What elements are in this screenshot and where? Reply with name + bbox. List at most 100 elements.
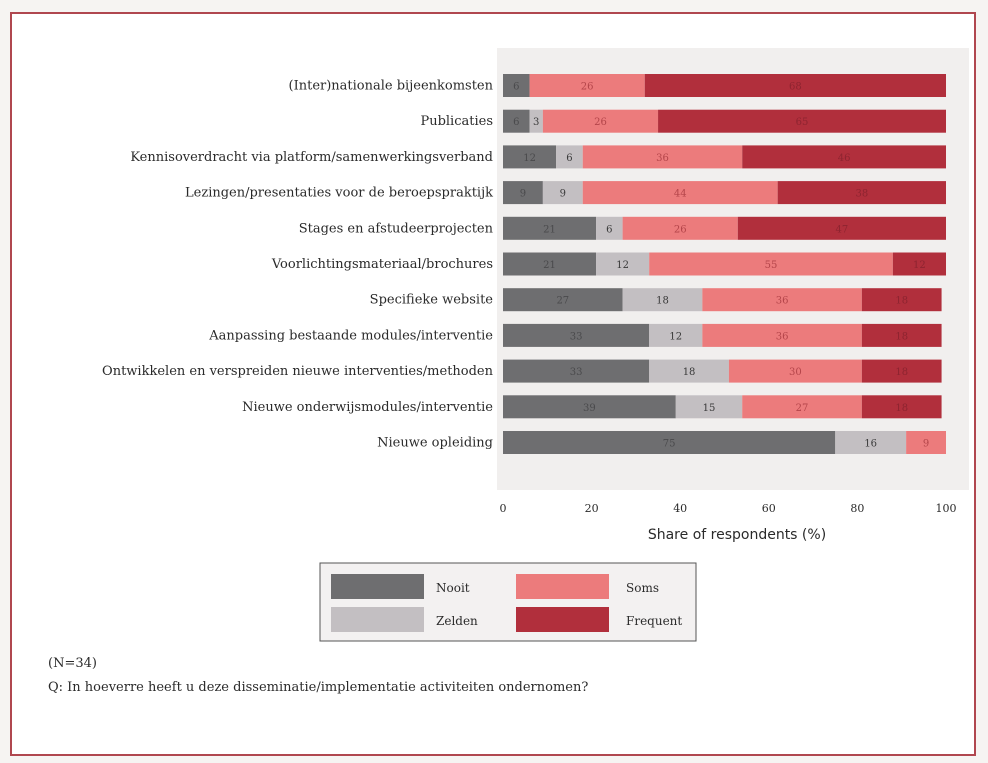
bar-segment-zelden bbox=[529, 109, 543, 133]
data-label: 16 bbox=[864, 439, 877, 450]
data-label: 55 bbox=[765, 260, 778, 271]
bar-segment-nooit bbox=[503, 395, 676, 419]
data-label: 39 bbox=[583, 403, 596, 414]
data-label: 15 bbox=[703, 403, 716, 414]
data-label: 30 bbox=[789, 367, 802, 378]
category-label: Specifieke website bbox=[370, 293, 494, 308]
category-label: Lezingen/presentaties voor de beroepspra… bbox=[185, 186, 493, 201]
legend-label: Zelden bbox=[436, 614, 478, 628]
bar-segment-nooit bbox=[503, 431, 836, 454]
bar-segment-nooit bbox=[503, 359, 650, 383]
legend-swatch-frequent bbox=[516, 607, 609, 632]
legend: Nooit Zelden Soms Frequent bbox=[319, 562, 697, 642]
legend-swatch-zelden bbox=[331, 607, 424, 632]
bar-segment-frequent bbox=[861, 323, 942, 347]
data-label: 12 bbox=[616, 260, 629, 271]
sample-size-note: (N=34) bbox=[48, 656, 97, 671]
data-label: 6 bbox=[513, 117, 519, 128]
category-label: Aanpassing bestaande modules/interventie bbox=[208, 328, 493, 343]
bar-segment-frequent bbox=[658, 109, 946, 133]
bar-segment-frequent bbox=[777, 181, 946, 205]
data-label: 33 bbox=[570, 331, 583, 342]
x-axis: 0 20 40 60 80 100 bbox=[500, 502, 957, 515]
bar-segment-zelden bbox=[542, 181, 583, 205]
legend-label: Nooit bbox=[436, 581, 470, 595]
bar-segment-frequent bbox=[861, 395, 942, 419]
category-label: Voorlichtingsmateriaal/brochures bbox=[271, 257, 493, 272]
data-label: 3 bbox=[533, 117, 539, 128]
legend-swatch-nooit bbox=[331, 574, 424, 599]
data-label: 65 bbox=[796, 117, 809, 128]
bar-segment-nooit bbox=[503, 74, 530, 97]
data-label: 21 bbox=[543, 260, 556, 271]
data-label: 47 bbox=[836, 224, 849, 235]
bars-layer: 6 26 68 6 3 26 65 12 6 36 46 9 9 44 38 21 6 26 47 21 12 55 12 2… bbox=[503, 74, 946, 454]
data-label: 6 bbox=[513, 82, 519, 93]
category-label: (Inter)nationale bijeenkomsten bbox=[289, 79, 494, 94]
bar-segment-nooit bbox=[503, 181, 543, 205]
bar-segment-nooit bbox=[503, 288, 623, 312]
bar-segment-zelden bbox=[649, 359, 729, 383]
data-label: 18 bbox=[895, 296, 908, 307]
bar-segment-soms bbox=[728, 359, 862, 383]
x-tick-label: 40 bbox=[673, 502, 687, 515]
bar-segment-soms bbox=[582, 181, 778, 205]
x-tick-label: 0 bbox=[500, 502, 507, 515]
bar-segment-soms bbox=[702, 288, 862, 312]
bar-segment-nooit bbox=[503, 145, 557, 169]
bar-segment-soms bbox=[542, 109, 659, 133]
bar-segment-zelden bbox=[649, 323, 703, 347]
legend-label: Soms bbox=[626, 581, 659, 595]
x-tick-label: 20 bbox=[585, 502, 599, 515]
data-label: 44 bbox=[674, 189, 687, 200]
data-label: 36 bbox=[776, 331, 789, 342]
bar-segment-nooit bbox=[503, 252, 597, 276]
data-label: 18 bbox=[895, 367, 908, 378]
data-label: 68 bbox=[789, 82, 802, 93]
bar-segment-zelden bbox=[596, 252, 650, 276]
x-axis-title: Share of respondents (%) bbox=[648, 527, 826, 543]
data-label: 27 bbox=[796, 403, 809, 414]
bar-segment-soms bbox=[622, 216, 738, 240]
bar-segment-nooit bbox=[503, 323, 650, 347]
bar-segment-frequent bbox=[737, 216, 946, 240]
bar-segment-zelden bbox=[556, 145, 583, 169]
category-label: Kennisoverdracht via platform/samenwerki… bbox=[130, 150, 493, 165]
bar-segment-frequent bbox=[644, 74, 946, 97]
bar-segment-frequent bbox=[742, 145, 946, 169]
bar-segment-soms bbox=[702, 323, 862, 347]
bar-segment-zelden bbox=[596, 216, 623, 240]
data-label: 46 bbox=[838, 153, 851, 164]
bar-segment-zelden bbox=[835, 431, 907, 454]
data-label: 12 bbox=[523, 153, 536, 164]
bar-segment-soms bbox=[582, 145, 743, 169]
data-label: 36 bbox=[656, 153, 669, 164]
bar-segment-frequent bbox=[861, 288, 942, 312]
data-label: 26 bbox=[581, 82, 594, 93]
category-labels: (Inter)nationale bijeenkomsten Publicatie… bbox=[102, 79, 494, 451]
figure-notes: (N=34) Q: In hoeverre heeft u deze disse… bbox=[48, 652, 588, 700]
bar-segment-soms bbox=[529, 74, 645, 97]
category-label: Nieuwe onderwijsmodules/interventie bbox=[242, 400, 493, 415]
data-label: 6 bbox=[566, 153, 572, 164]
data-label: 27 bbox=[556, 296, 569, 307]
data-label: 38 bbox=[855, 189, 868, 200]
data-label: 18 bbox=[895, 403, 908, 414]
data-label: 18 bbox=[656, 296, 669, 307]
data-label: 18 bbox=[895, 331, 908, 342]
data-label: 26 bbox=[594, 117, 607, 128]
category-label: Stages en afstudeerprojecten bbox=[299, 221, 494, 236]
data-label: 26 bbox=[674, 224, 687, 235]
data-label: 18 bbox=[683, 367, 696, 378]
x-tick-label: 80 bbox=[850, 502, 864, 515]
bar-segment-nooit bbox=[503, 216, 597, 240]
bar-segment-nooit bbox=[503, 109, 530, 133]
question-note: Q: In hoeverre heeft u deze disseminatie… bbox=[48, 680, 589, 695]
data-label: 21 bbox=[543, 224, 556, 235]
data-label: 9 bbox=[560, 189, 566, 200]
category-label: Nieuwe opleiding bbox=[377, 436, 493, 451]
data-label: 75 bbox=[663, 439, 676, 450]
legend-label: Frequent bbox=[626, 614, 682, 628]
legend-swatch-soms bbox=[516, 574, 609, 599]
